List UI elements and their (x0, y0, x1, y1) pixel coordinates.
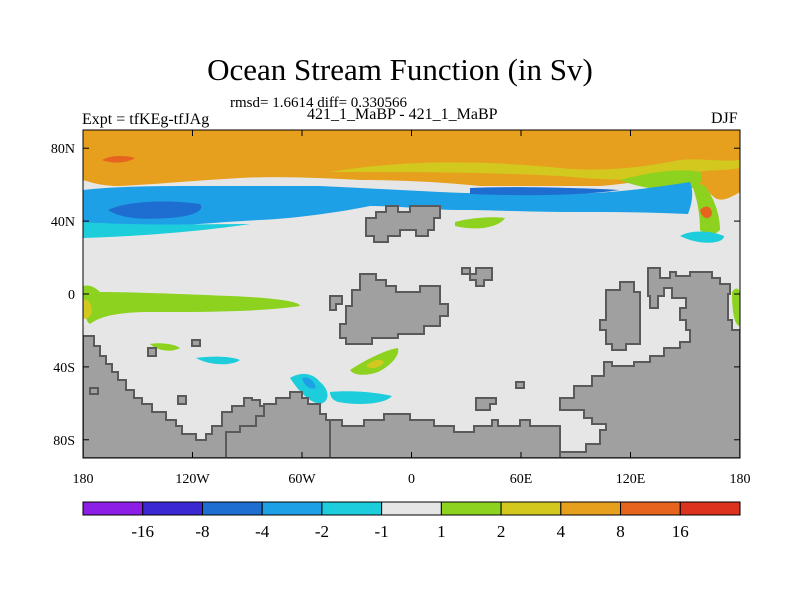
x-tick-label: 180 (73, 472, 94, 487)
contour-1-2-pacific-patch (150, 343, 180, 351)
x-axis-labels: 180 120W 60W 0 60E 120E 180 (73, 472, 751, 487)
colorbar-swatch (440, 501, 502, 516)
contour-neg8-4-atlantic (470, 187, 620, 196)
land-africa (329, 273, 449, 345)
y-axis-labels: 80N 40N 0 40S 80S (51, 142, 75, 449)
contour-16-pacific-max (700, 206, 712, 219)
colorbar-label: -1 (375, 522, 389, 541)
colorbar-label: -4 (255, 522, 270, 541)
x-tick-label: 180 (730, 472, 751, 487)
contour-2-4-south-atlantic (366, 359, 384, 369)
chart-title: Ocean Stream Function (in Sv) (207, 52, 593, 87)
colorbar-label: 1 (437, 522, 446, 541)
contour-neg2-pacific (680, 231, 724, 243)
colorbar-swatch (321, 501, 383, 516)
land-asia-north (461, 267, 493, 287)
y-tick-label: 40S (53, 361, 75, 376)
colorbar-label: -2 (315, 522, 329, 541)
colorbar-swatch (500, 501, 562, 516)
colorbar-label: 8 (616, 522, 625, 541)
y-tick-label: 80N (51, 142, 75, 157)
colorbar-swatch (560, 501, 622, 516)
colorbar-label: 16 (672, 522, 689, 541)
colorbar-swatch (142, 501, 203, 516)
runs-label: 421_1_MaBP - 421_1_MaBP (307, 106, 498, 123)
x-tick-label: 60W (288, 472, 316, 487)
x-tick-label: 120E (616, 472, 646, 487)
contour-1-2-north-atlantic (455, 217, 505, 229)
land-indo-australia-north (599, 281, 641, 351)
colorbar-swatch (261, 501, 323, 516)
contour-neg1-2-south (330, 391, 392, 404)
land-small-island-3 (475, 397, 497, 411)
land-antarctica-west (83, 335, 265, 458)
contour-1-2-tropics-west (83, 285, 300, 324)
contour-neg2-4-drake (302, 377, 316, 389)
experiment-label: Expt = tfKEg-tfJAg (82, 111, 210, 128)
contour-16-arctic-max (102, 155, 135, 163)
land-small-island-1 (147, 347, 157, 357)
colorbar-label: -16 (131, 522, 154, 541)
colorbar-label: 4 (557, 522, 566, 541)
colorbar-swatch (201, 501, 263, 516)
land-asia-east (559, 267, 740, 458)
axis-ticks (82, 130, 741, 458)
colorbar-swatch (620, 501, 681, 516)
contour-neg1-2-pacific (196, 356, 240, 365)
contour-neg8-4-core (108, 201, 202, 219)
land-small-island-5 (191, 339, 201, 347)
x-tick-label: 60E (510, 472, 533, 487)
x-tick-label: 120W (175, 472, 210, 487)
colorbar-label: -8 (195, 522, 209, 541)
y-tick-label: 0 (68, 288, 75, 303)
contour-1-2-tropics-east (732, 288, 740, 326)
stats-text: rmsd= 1.6614 diff= 0.330566 (230, 95, 408, 111)
colorbar-swatch (82, 501, 144, 516)
contour-neg1-2-north-edge (83, 222, 250, 238)
land-north-america-greenland (365, 205, 441, 243)
land-small-island-4 (515, 381, 525, 389)
y-tick-label: 40N (51, 215, 75, 230)
y-tick-label: 80S (53, 434, 75, 449)
contour-4-8-arctic-edge (330, 159, 740, 180)
colorbar: -16 -8 -4 -2 -1 1 2 4 8 16 (82, 501, 741, 541)
land-antarctica-east (329, 413, 561, 458)
land-small-island-6 (89, 387, 99, 395)
season-label: DJF (711, 110, 738, 127)
colorbar-label: 2 (497, 522, 506, 541)
colorbar-swatch (381, 501, 442, 516)
land-small-island-2 (177, 395, 187, 405)
contour-2-4-tropics-west (83, 299, 92, 319)
x-tick-label: 0 (408, 472, 415, 487)
contour-neg1-2-drake (290, 373, 328, 404)
colorbar-swatch (679, 501, 741, 516)
